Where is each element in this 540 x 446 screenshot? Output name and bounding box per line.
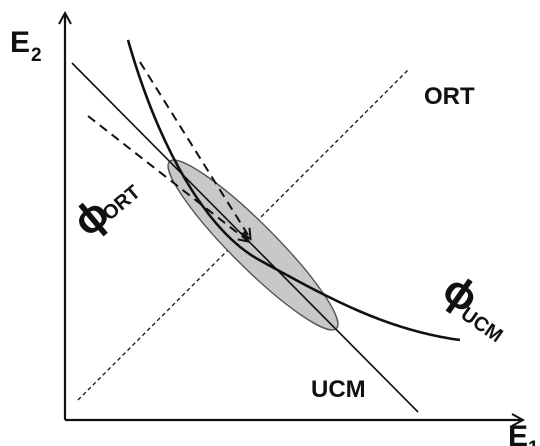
- dashed-phi-ort-line: [87, 115, 251, 243]
- svg-text:E: E: [508, 420, 528, 446]
- ort-label: ORT: [424, 83, 475, 110]
- ucm-curve: [126, 39, 461, 342]
- svg-text:E: E: [10, 26, 30, 59]
- svg-text:1: 1: [528, 438, 539, 446]
- ucm-label: UCM: [311, 376, 366, 403]
- y-axis-label: E 2: [10, 26, 42, 66]
- x-axis-label: E 1: [508, 420, 539, 446]
- phi-ucm-label: ϕ UCM: [435, 265, 507, 347]
- svg-text:2: 2: [31, 45, 42, 66]
- phi-ort-label: ϕ ORT: [64, 181, 145, 245]
- dashed-phi-ucm-line: [139, 61, 252, 241]
- svg-text:UCM: UCM: [457, 303, 507, 347]
